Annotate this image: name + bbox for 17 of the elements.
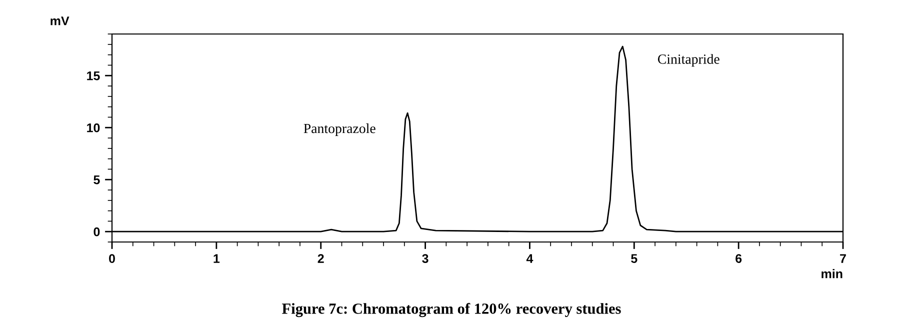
x-tick-label: 1 [214,254,220,263]
y-tick-label: 5 [94,176,100,184]
x-tick-label: 7 [840,254,846,263]
y-axis-title: mV [50,16,70,26]
text: Figure 7c: Chromatogram of 120% recovery studies [282,302,621,318]
x-axis-title: min [822,269,842,278]
x-tick-label: 3 [422,254,428,264]
y-tick-label: 0 [94,227,100,236]
x-tick-label: 6 [736,254,742,263]
annotation: Pantoprazole [304,123,376,136]
x-tick-label: 2 [318,254,324,263]
x-tick-label: 0 [109,254,115,263]
annotation: Cinitapride [658,54,720,67]
x-tick-label: 5 [631,254,638,263]
y-tick-label: 15 [87,72,100,80]
y-tick-label: 10 [87,123,100,132]
x-tick-label: 4 [526,254,534,263]
